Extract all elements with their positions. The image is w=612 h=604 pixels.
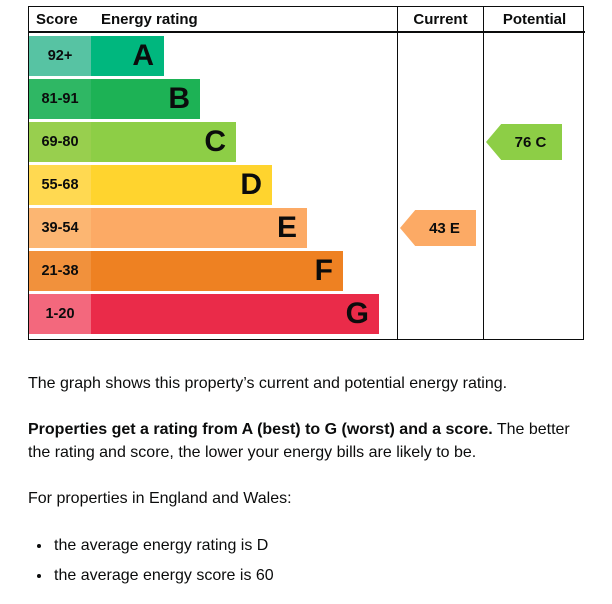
band-bar: D (91, 165, 272, 205)
intro-paragraph: The graph shows this property’s current … (28, 375, 508, 392)
list-item: the average energy rating is D (52, 535, 578, 557)
band-bar: F (91, 251, 343, 291)
current-column: 43 E (397, 33, 483, 339)
band-rows: 92+ A 81-91 B 69-80 C 55-68 D 39-54 E 21… (29, 33, 397, 339)
band-row: 39-54 E (29, 208, 397, 251)
band-bar: E (91, 208, 307, 248)
band-row: 69-80 C (29, 122, 397, 165)
potential-rating-label: 76 C (514, 133, 547, 151)
rating-explanation-paragraph: Properties get a rating from A (best) to… (28, 419, 578, 464)
energy-rating-chart: Score Energy rating Current Potential 92… (28, 6, 585, 340)
band-row: 1-20 G (29, 294, 397, 337)
header-score: Score (29, 7, 91, 33)
header-potential: Potential (483, 7, 585, 33)
band-bar: B (91, 79, 200, 119)
score-cell: 39-54 (29, 208, 91, 248)
score-cell: 55-68 (29, 165, 91, 205)
current-rating-label: 43 E (429, 219, 460, 237)
header-current: Current (397, 7, 483, 33)
band-row: 92+ A (29, 36, 397, 79)
header-energy-rating: Energy rating (91, 7, 397, 33)
regions-paragraph: For properties in England and Wales: (28, 490, 292, 508)
potential-rating-arrow: 76 C (486, 124, 562, 160)
band-row: 55-68 D (29, 165, 397, 208)
rating-explanation-rest: The better the rating and score, the low… (28, 421, 570, 461)
band-bar: C (91, 122, 236, 162)
band-row: 21-38 F (29, 251, 397, 294)
list-item: the average energy score is 60 (52, 565, 578, 587)
score-cell: 81-91 (29, 79, 91, 119)
averages-list: the average energy rating is D the avera… (52, 535, 578, 588)
current-rating-arrow: 43 E (400, 210, 476, 246)
band-bar: G (91, 294, 379, 334)
band-row: 81-91 B (29, 79, 397, 122)
potential-column: 76 C (483, 33, 585, 339)
energy-rating-grid: Score Energy rating Current Potential 92… (29, 7, 585, 339)
score-cell: 21-38 (29, 251, 91, 291)
description-section: The graph shows this property’s current … (28, 373, 578, 587)
score-cell: 92+ (29, 36, 91, 76)
score-cell: 1-20 (29, 294, 91, 334)
rating-explanation-bold: Properties get a rating from A (best) to… (28, 421, 493, 439)
band-bar: A (91, 36, 164, 76)
score-cell: 69-80 (29, 122, 91, 162)
